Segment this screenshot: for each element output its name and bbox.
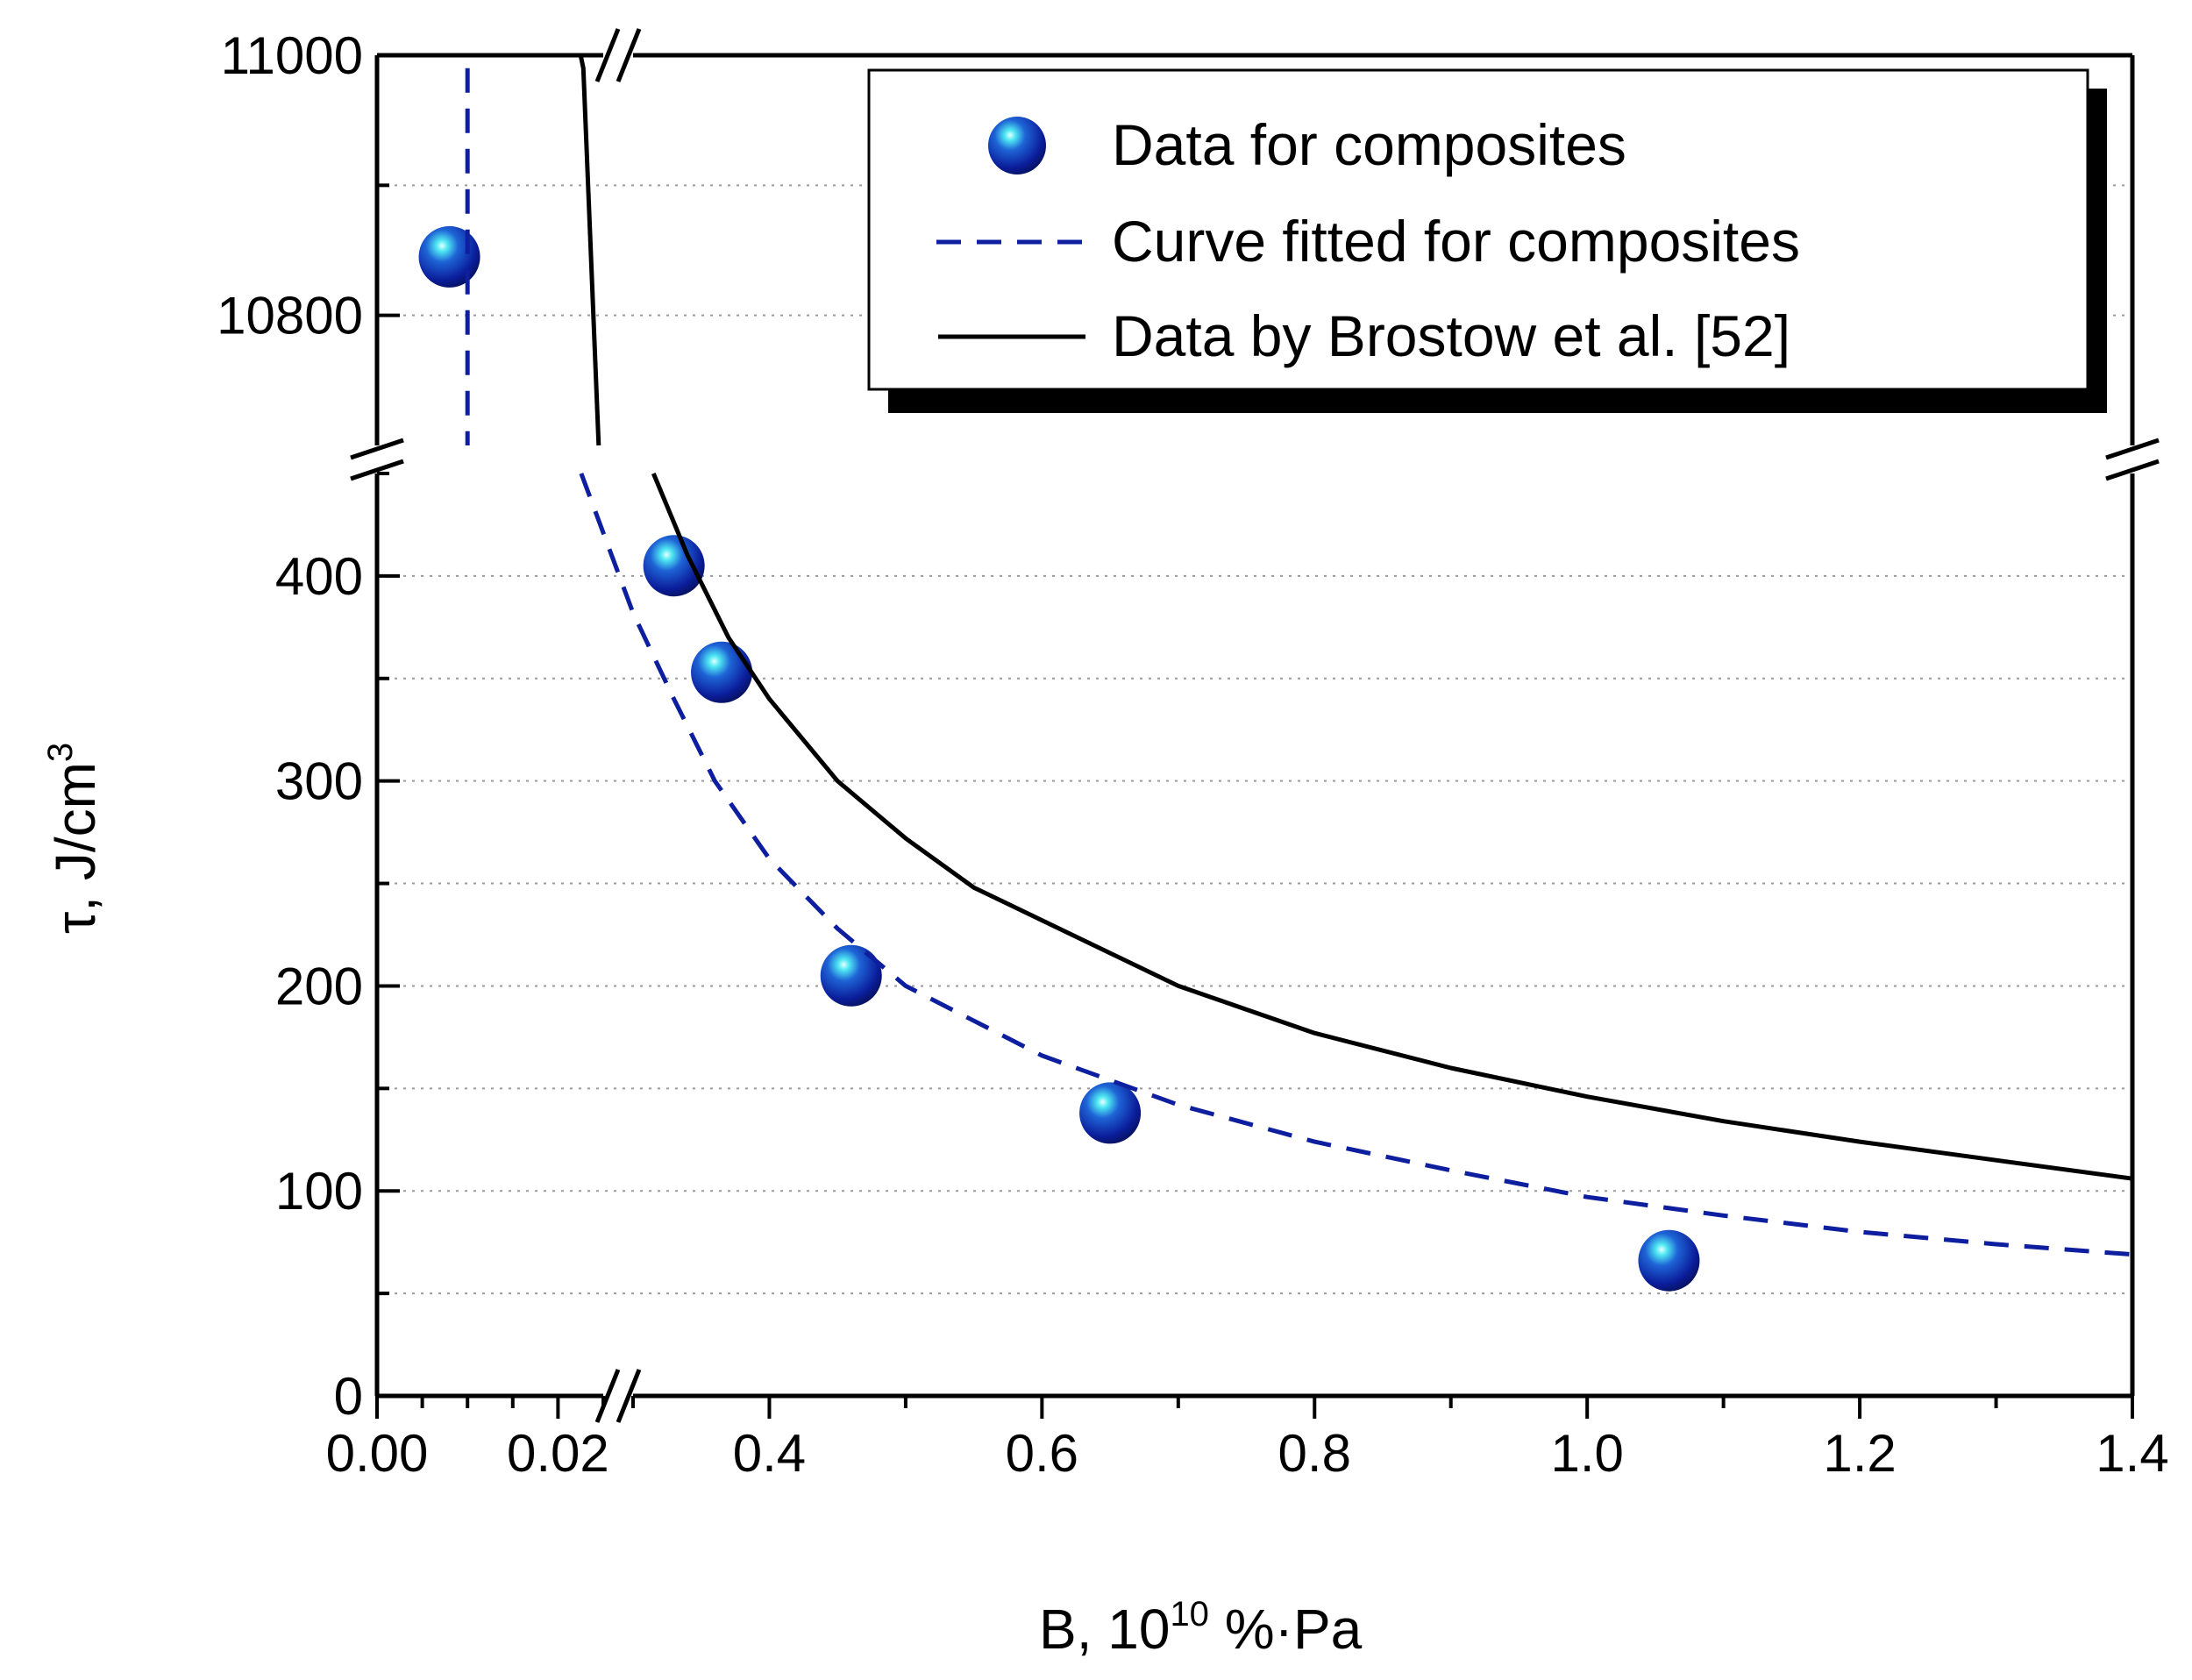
y-axis-title: τ, J/cm3 <box>41 743 107 934</box>
legend-marker-sphere <box>988 117 1046 174</box>
data-point <box>643 535 705 597</box>
data-point <box>1079 1082 1142 1144</box>
legend-label-0: Data for composites <box>1112 112 1626 177</box>
x-tick-label: 1.4 <box>2096 1424 2168 1483</box>
y-tick-label: 200 <box>275 957 363 1015</box>
x-axis-title: B, 1010 %·Pa <box>1039 1595 1363 1661</box>
y-tick-label: 300 <box>275 752 363 811</box>
legend-label-2: Data by Brostow et al. [52] <box>1112 303 1790 368</box>
y-break-left <box>350 438 404 481</box>
break-stroke <box>350 459 404 481</box>
break-stroke <box>616 28 642 82</box>
break-stroke <box>594 1369 621 1423</box>
y-break-right <box>2105 438 2160 481</box>
y-tick-label: 400 <box>275 547 363 606</box>
x-break-bottom <box>594 1369 642 1423</box>
x-tick-label: 0.8 <box>1278 1424 1351 1483</box>
data-point <box>418 225 480 288</box>
legend-label-1: Curve fitted for composites <box>1112 209 1800 274</box>
break-stroke <box>2105 459 2160 481</box>
y-tick-label: 11000 <box>221 26 363 85</box>
data-point <box>691 641 753 703</box>
data-point <box>820 944 882 1007</box>
x-tick-label: 0.6 <box>1006 1424 1078 1483</box>
y-tick-label: 0 <box>334 1367 363 1426</box>
break-stroke <box>616 1369 642 1423</box>
x-tick-label: 0.02 <box>507 1424 609 1483</box>
break-stroke <box>594 28 621 82</box>
fitted-curve <box>579 473 2133 1257</box>
axes: 0 100 200 300 400 10800 11000 0.00 0.02 0.4 0.6 0.8… <box>217 26 2169 1483</box>
brostow-curve <box>651 473 2133 1181</box>
break-stroke <box>2105 438 2160 460</box>
x-break-top <box>594 28 642 82</box>
y-tick-label: 10800 <box>217 287 363 345</box>
y-tick-label: 100 <box>275 1162 363 1221</box>
legend: Data for composites Curve fitted for com… <box>867 68 2107 413</box>
x-tick-label: 0.4 <box>733 1424 806 1483</box>
brostow-curve <box>578 54 601 446</box>
data-point <box>1638 1229 1700 1292</box>
x-tick-label: 0.00 <box>326 1424 429 1483</box>
plot-series <box>418 54 2133 1292</box>
x-tick-label: 1.0 <box>1550 1424 1623 1483</box>
break-stroke <box>350 438 404 460</box>
x-tick-label: 1.2 <box>1823 1424 1896 1483</box>
